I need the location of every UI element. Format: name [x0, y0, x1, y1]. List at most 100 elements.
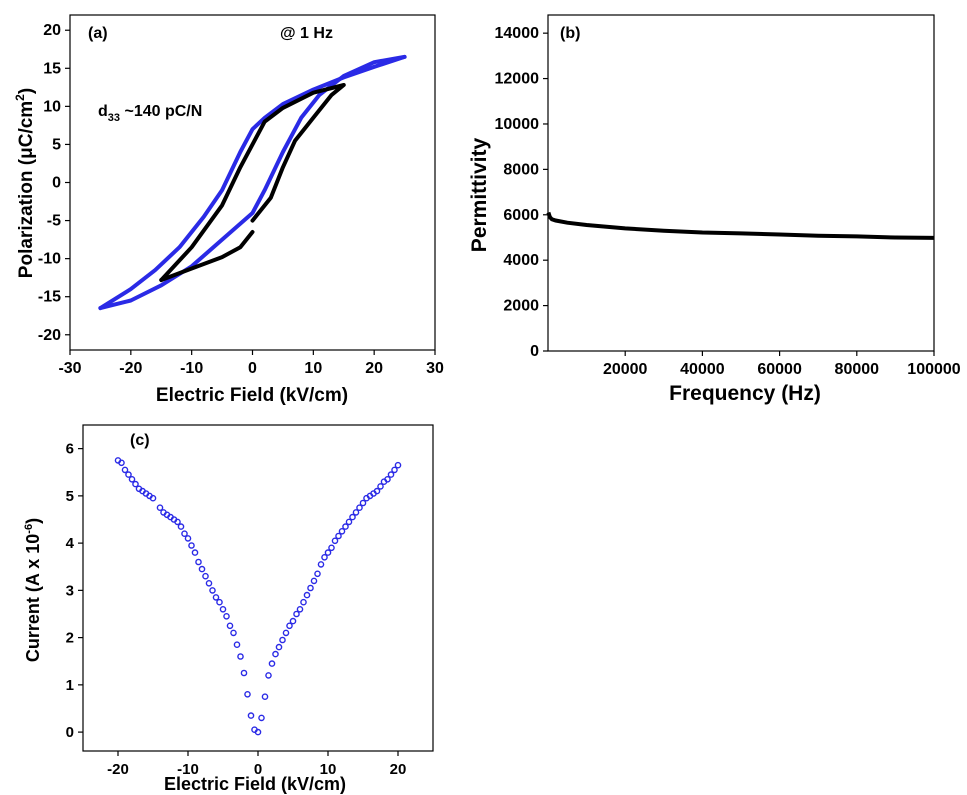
panel-c-current: -20 -10 0 10 20 0 1 2 3 4 5 6 (c) Electric Field (k…	[23, 424, 434, 794]
data-point	[240, 669, 248, 677]
panel-c-xlabel: Electric Field (kV/cm)	[164, 774, 346, 794]
panel-b-ylabel: Permittivity	[468, 137, 491, 252]
data-point	[121, 466, 129, 474]
c-ylabel-suffix: )	[23, 518, 43, 524]
data-point	[352, 509, 360, 516]
panel-a-loops	[98, 54, 407, 311]
panel-c-label: (c)	[130, 432, 150, 449]
data-point	[216, 598, 223, 606]
data-point	[328, 544, 335, 552]
d33-subscript: 33	[108, 112, 120, 124]
y-tick-label: 3	[66, 582, 74, 599]
data-point	[321, 554, 328, 561]
inner-loop-descending-branch	[159, 83, 346, 282]
data-point	[132, 480, 139, 488]
data-point	[188, 542, 195, 549]
ylabel-suffix: )	[16, 88, 37, 94]
data-point	[335, 532, 342, 540]
data-point	[342, 523, 349, 530]
data-point	[345, 518, 353, 526]
data-point	[286, 622, 293, 630]
data-point	[184, 535, 192, 542]
y-tick-label: 5	[66, 488, 74, 505]
y-tick-label: 12000	[495, 71, 540, 88]
panel-b-curve	[546, 211, 935, 240]
data-point	[128, 475, 136, 483]
panel-a-label: (a)	[88, 25, 108, 42]
y-tick-label: 1	[66, 677, 74, 694]
data-point	[324, 549, 332, 556]
panel-a-ylabel: Polarization (μC/cm2)	[13, 88, 37, 278]
data-point	[331, 537, 339, 545]
data-point	[296, 606, 304, 613]
data-point	[338, 528, 346, 535]
y-tick-label: 20	[43, 22, 61, 39]
d33-value: ~140 pC/N	[120, 103, 202, 120]
data-point	[191, 549, 199, 556]
data-point	[289, 617, 297, 625]
y-tick-label: 14000	[495, 25, 540, 42]
data-point	[212, 594, 220, 601]
panel-b-axes: 20000 40000 60000 80000 100000 0 2000 4000 6000 8…	[495, 25, 961, 378]
x-tick-label: -20	[119, 360, 142, 377]
data-point	[181, 530, 188, 538]
data-point	[118, 459, 125, 467]
y-tick-label: -15	[38, 289, 61, 306]
data-point	[265, 672, 272, 679]
x-tick-label: 20000	[603, 361, 648, 378]
data-point	[377, 483, 384, 490]
x-tick-label: 20	[390, 761, 407, 778]
data-point	[303, 591, 311, 599]
data-point	[394, 461, 402, 469]
data-point	[202, 572, 209, 580]
y-tick-label: 4000	[503, 252, 539, 269]
x-tick-label: -10	[180, 360, 203, 377]
ylabel-prefix: Polarization (	[16, 158, 37, 278]
y-tick-label: 6000	[503, 207, 539, 224]
data-point	[223, 613, 230, 620]
data-point	[310, 577, 318, 585]
panel-c-points	[114, 457, 402, 736]
data-point	[177, 523, 185, 530]
panel-a-d33-label: d33 ~140 pC/N	[98, 103, 202, 124]
y-tick-label: 8000	[503, 161, 539, 178]
y-tick-label: 0	[530, 343, 539, 360]
y-tick-label: 10000	[495, 116, 540, 133]
y-tick-label: -20	[38, 327, 61, 344]
y-tick-label: 6	[66, 441, 74, 458]
data-point	[317, 561, 325, 568]
y-tick-label: 0	[52, 175, 61, 192]
data-point	[237, 653, 244, 660]
data-point	[268, 660, 276, 667]
data-point	[198, 565, 206, 573]
y-tick-label: 2000	[503, 298, 539, 315]
panel-b-permittivity: 20000 40000 60000 80000 100000 0 2000 4000 6000 8…	[468, 14, 961, 405]
data-point	[258, 714, 265, 722]
x-tick-label: -10	[177, 761, 199, 778]
y-tick-label: 2	[66, 630, 74, 647]
y-tick-label: -5	[47, 213, 61, 230]
outer-loop-ascending-branch	[98, 54, 407, 311]
panel-a-axes: -30 -20 -10 0 10 20 30 -20 -15 -10 -5 0 5 10 15 20	[38, 22, 444, 377]
x-tick-label: 0	[254, 761, 262, 778]
x-tick-label: 100000	[907, 361, 960, 378]
x-tick-label: 60000	[757, 361, 802, 378]
panel-a-xlabel: Electric Field (kV/cm)	[156, 385, 348, 406]
data-point	[247, 712, 255, 719]
data-point	[149, 494, 157, 502]
y-tick-label: 5	[52, 136, 61, 153]
panel-b-label: (b)	[560, 25, 580, 42]
data-point	[125, 471, 132, 478]
c-ylabel-prefix: Current (A x 10	[23, 534, 43, 662]
data-point	[293, 610, 300, 618]
data-point	[391, 466, 398, 474]
data-point	[356, 504, 363, 512]
y-tick-label: 10	[43, 98, 61, 115]
data-point	[300, 598, 307, 606]
d33-symbol: d	[98, 103, 108, 120]
data-point	[272, 650, 279, 658]
panel-c-ylabel: Current (A x 10-6)	[23, 518, 43, 662]
permittivity-line	[546, 211, 935, 240]
y-tick-label: 0	[66, 724, 74, 741]
